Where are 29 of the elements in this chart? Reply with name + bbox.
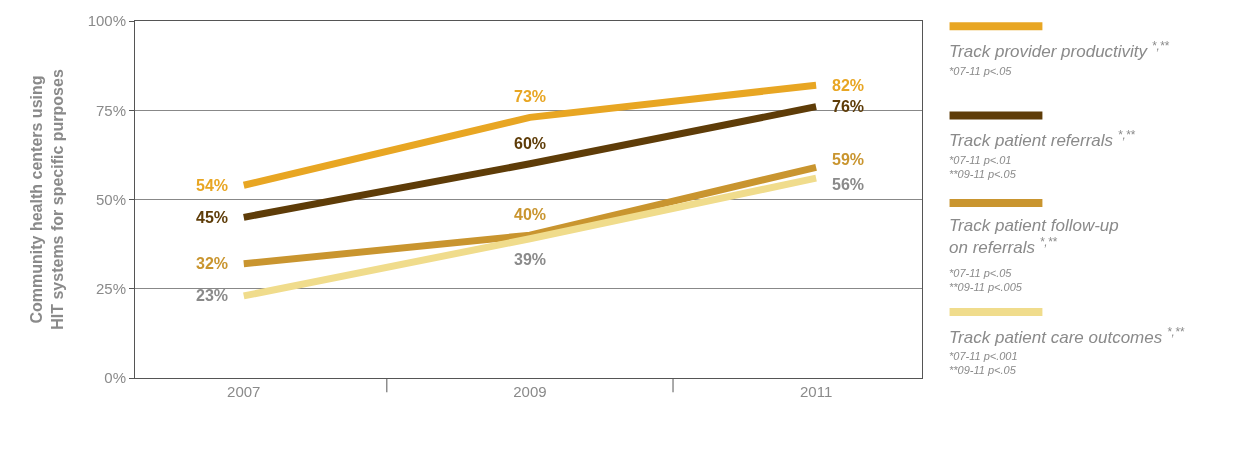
x-tick-label: 2011: [799, 383, 833, 400]
text: *07-11 p<.01 **09-11 p<.05: [949, 154, 1017, 181]
y-axis-title: Community health centers using HIT systems for specific purposes: [27, 69, 66, 330]
text: Track patient follow-up on referrals $^{*,**}$: [949, 216, 1119, 258]
data-label: 76%: [832, 98, 865, 115]
text: *07-11 p<.001 **09-11 p<.05: [949, 350, 1018, 377]
text: Track provider productivity $^{*,**}$: [949, 39, 1170, 62]
data-label: 32%: [196, 255, 229, 272]
data-label: 56%: [832, 176, 865, 193]
x-tick-label: 2007: [227, 383, 261, 400]
data-label: 54%: [196, 177, 229, 194]
data-label: 82%: [832, 77, 865, 94]
data-label: 59%: [832, 151, 865, 168]
data-label: 23%: [196, 287, 229, 304]
text: Track patient care outcomes $^{*,**}$: [949, 325, 1185, 348]
data-label: 45%: [196, 209, 229, 226]
y-tick-label: 0%: [104, 369, 126, 387]
text: Track patient referrals $^{*,**}$: [949, 128, 1136, 151]
y-tick-label: 100%: [87, 12, 126, 30]
y-tick-label: 75%: [95, 101, 126, 119]
text: *07-11 p<.05 **09-11 p<.005: [949, 267, 1023, 294]
data-label: 73%: [514, 88, 547, 105]
data-label: 60%: [514, 135, 547, 152]
y-tick-label: 25%: [95, 280, 126, 297]
data-label: 40%: [514, 206, 547, 223]
text: *07-11 p<.05: [949, 65, 1013, 77]
y-tick-label: 50%: [95, 190, 126, 208]
data-label: 39%: [514, 251, 547, 268]
x-tick-label: 2009: [513, 383, 547, 400]
